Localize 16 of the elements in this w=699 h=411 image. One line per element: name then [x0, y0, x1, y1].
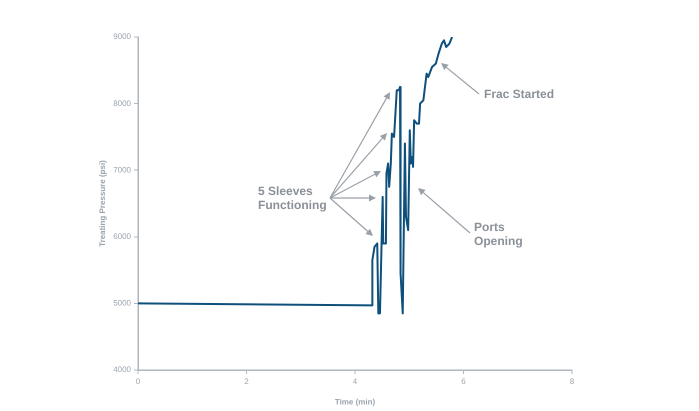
y-tick-label: 9000 [113, 32, 132, 42]
y-axis-title: Treating Pressure (psi) [98, 160, 108, 247]
y-tick-label: 6000 [113, 232, 132, 242]
x-axis-title: Time (min) [334, 397, 376, 406]
y-tick-label: 7000 [113, 165, 132, 174]
annotation: 5 Sleeves Functioning [258, 184, 327, 212]
y-tick-label: 8000 [113, 98, 132, 108]
y-tick-label: 4000 [113, 365, 132, 374]
x-tick-label: 6 [461, 377, 466, 386]
annotation: Frac Started [484, 87, 554, 101]
x-tick-label: 8 [570, 377, 575, 386]
x-tick-label: 4 [352, 377, 358, 386]
y-tick-label: 5000 [113, 298, 132, 308]
x-tick-label: 0 [136, 377, 141, 386]
x-tick-label: 2 [244, 377, 250, 386]
annotation: Ports Opening [474, 220, 523, 248]
